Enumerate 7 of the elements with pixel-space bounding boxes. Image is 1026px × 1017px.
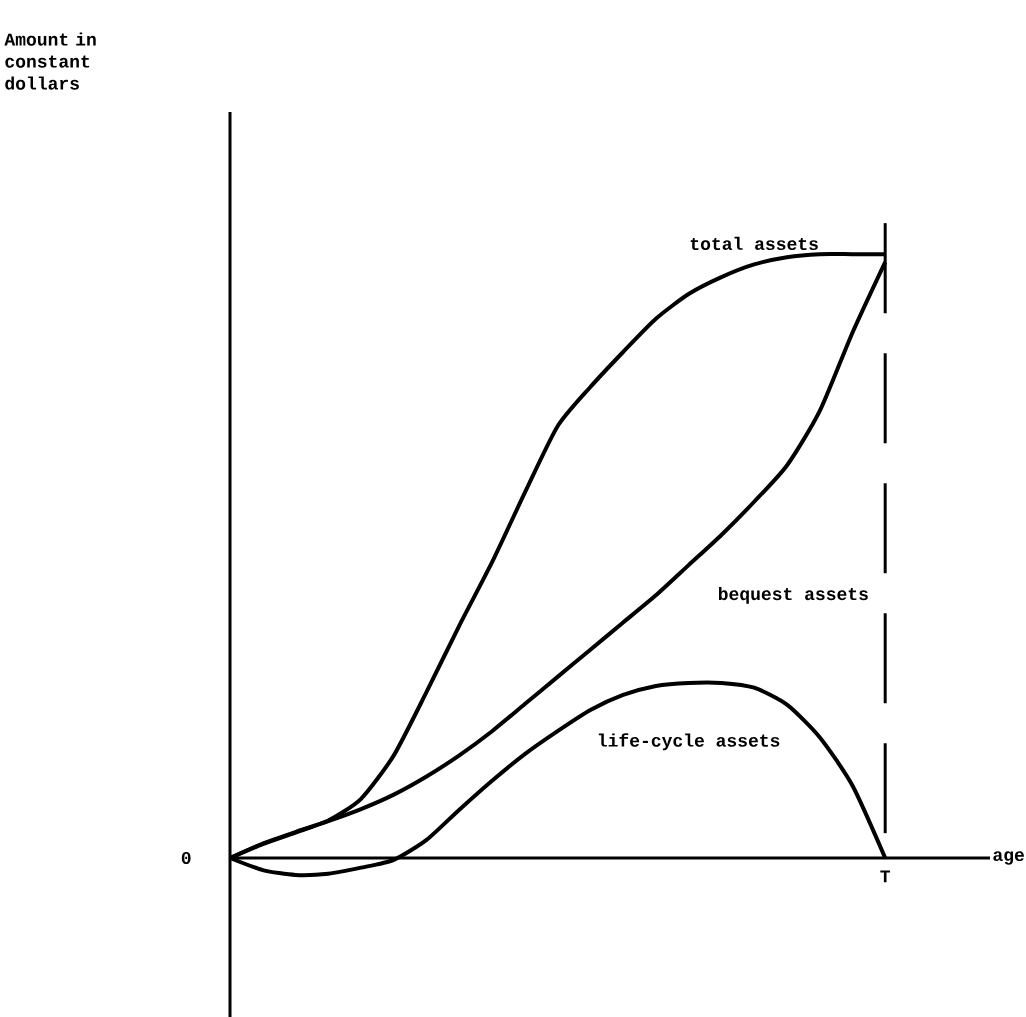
text: age xyxy=(993,851,1024,865)
text: Amount in constant dollars xyxy=(4,32,96,90)
text: bequest assets xyxy=(718,586,868,604)
annotation: T xyxy=(880,870,891,883)
series-label: life-cycle assets xyxy=(598,733,780,751)
text: 0 xyxy=(181,851,191,865)
series-label: total assets xyxy=(690,236,818,251)
